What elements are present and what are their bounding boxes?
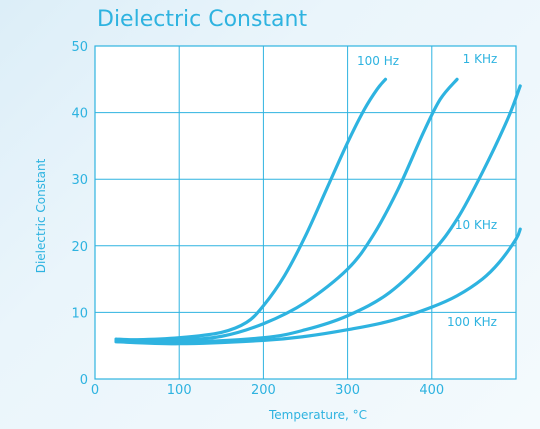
y-tick-label: 10 <box>71 306 88 321</box>
series-label-2: 10 KHz <box>455 218 497 232</box>
plot-area <box>94 45 517 380</box>
y-axis-ticks: 0 10 20 30 40 50 <box>71 40 88 388</box>
series-line-3 <box>114 227 522 346</box>
chart-title: Dielectric Constant <box>97 7 308 32</box>
x-tick-label: 0 <box>91 383 99 398</box>
series-lines <box>114 77 522 346</box>
series-label-1: 1 KHz <box>463 52 498 66</box>
y-tick-label: 0 <box>80 373 88 388</box>
y-tick-label: 40 <box>71 107 88 122</box>
x-tick-label: 200 <box>251 383 276 398</box>
x-axis-title: Temperature, °C <box>268 408 367 422</box>
y-tick-label: 30 <box>71 173 88 188</box>
y-tick-label: 20 <box>71 240 88 255</box>
series-labels: 100 Hz 1 KHz 10 KHz 100 KHz <box>357 52 497 329</box>
x-tick-label: 300 <box>335 383 360 398</box>
series-line-2 <box>114 84 522 345</box>
series-label-0: 100 Hz <box>357 54 399 68</box>
x-tick-label: 400 <box>419 383 444 398</box>
grid <box>95 46 516 379</box>
y-axis-title: Dielectric Constant <box>34 158 48 273</box>
series-line-0 <box>114 77 388 342</box>
series-label-3: 100 KHz <box>447 315 497 329</box>
x-tick-label: 100 <box>167 383 192 398</box>
x-axis-ticks: 0 100 200 300 400 <box>91 383 444 398</box>
series-line-1 <box>114 77 459 342</box>
y-tick-label: 50 <box>71 40 88 55</box>
